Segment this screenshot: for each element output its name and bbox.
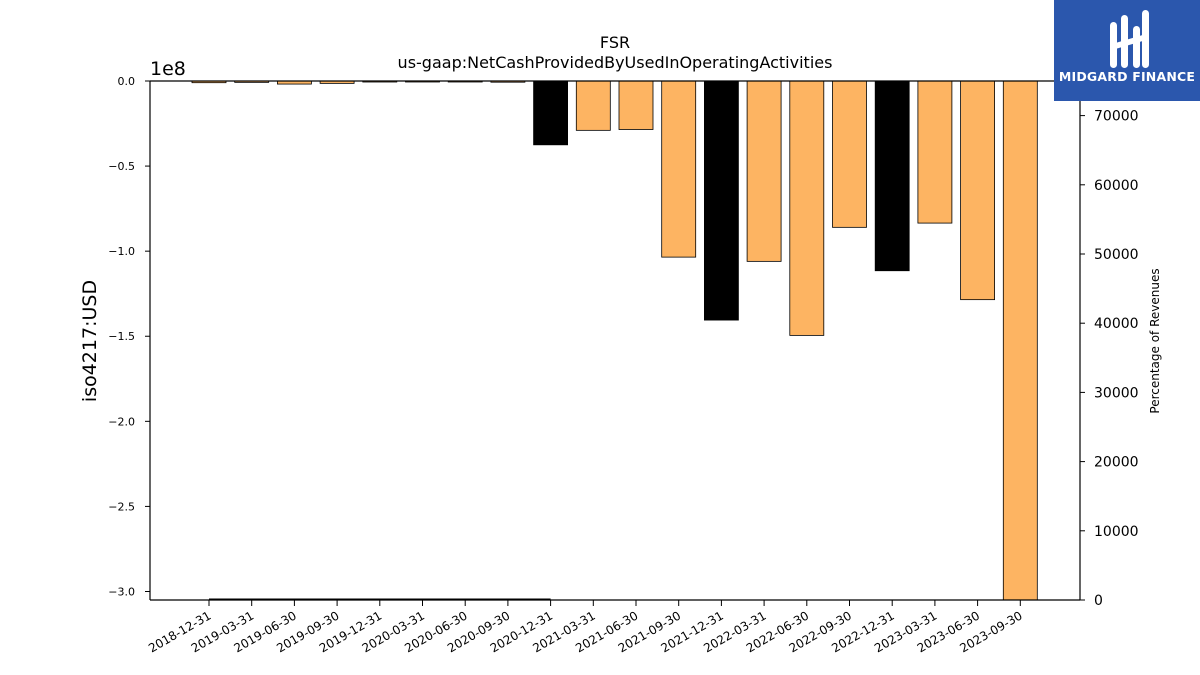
y-tick-label: 0.0 — [118, 75, 136, 88]
y2-tick-label: 60000 — [1094, 178, 1139, 194]
y2-tick-label: 10000 — [1094, 524, 1139, 540]
y2-tick-label: 20000 — [1094, 455, 1139, 471]
chart-subtitle: us-gaap:NetCashProvidedByUsedInOperating… — [398, 53, 833, 72]
bar-2021-03-31 — [575, 80, 611, 131]
bar-2022-03-31 — [746, 80, 782, 262]
bar-2021-06-30 — [618, 80, 654, 130]
y-offset-label: 1e8 — [150, 58, 186, 80]
y2-tick-label: 50000 — [1094, 247, 1139, 263]
bar-2023-06-30 — [960, 80, 995, 301]
bar-2023-09-30 — [1002, 80, 1038, 601]
bar-2022-12-31 — [874, 80, 910, 272]
y-tick-label: −2.0 — [108, 415, 135, 428]
x-ticks: 2018-12-312019-03-312019-06-302019-09-30… — [146, 600, 1025, 655]
y-tick-label: −0.5 — [108, 160, 135, 173]
y-tick-label: −2.5 — [108, 500, 135, 513]
logo: MIDGARD FINANCE — [1054, 0, 1200, 101]
bar-2023-03-31 — [917, 80, 953, 224]
y2-tick-label: 0 — [1094, 593, 1103, 609]
y-tick-label: −3.0 — [108, 585, 135, 598]
y-tick-label: −1.5 — [108, 330, 135, 343]
y2-axis-label: Percentage of Revenues — [1148, 268, 1162, 413]
y2-tick-label: 70000 — [1094, 109, 1139, 125]
y2-tick-label: 30000 — [1094, 385, 1139, 401]
bar-series — [191, 80, 1038, 601]
y2-tick-label: 40000 — [1094, 316, 1139, 332]
y-ticks: 0.0 −0.5 −1.0 −1.5 −2.0 −2.5 −3.0 — [108, 75, 150, 598]
y-axis-label: iso4217:USD — [79, 280, 101, 402]
midgard-logo-icon — [1110, 10, 1149, 68]
bar-2021-09-30 — [661, 80, 697, 258]
bar-2020-12-31 — [533, 80, 568, 146]
y2-ticks: 0 10000 20000 30000 40000 50000 60000 70000 — [1080, 109, 1139, 609]
logo-text: MIDGARD FINANCE — [1058, 69, 1196, 84]
y-tick-label: −1.0 — [108, 245, 135, 258]
bar-2022-06-30 — [789, 80, 825, 336]
bar-2021-12-31 — [704, 80, 739, 321]
bar-2022-09-30 — [832, 80, 867, 228]
chart-title: FSR — [600, 33, 630, 52]
axes — [149, 80, 1081, 601]
